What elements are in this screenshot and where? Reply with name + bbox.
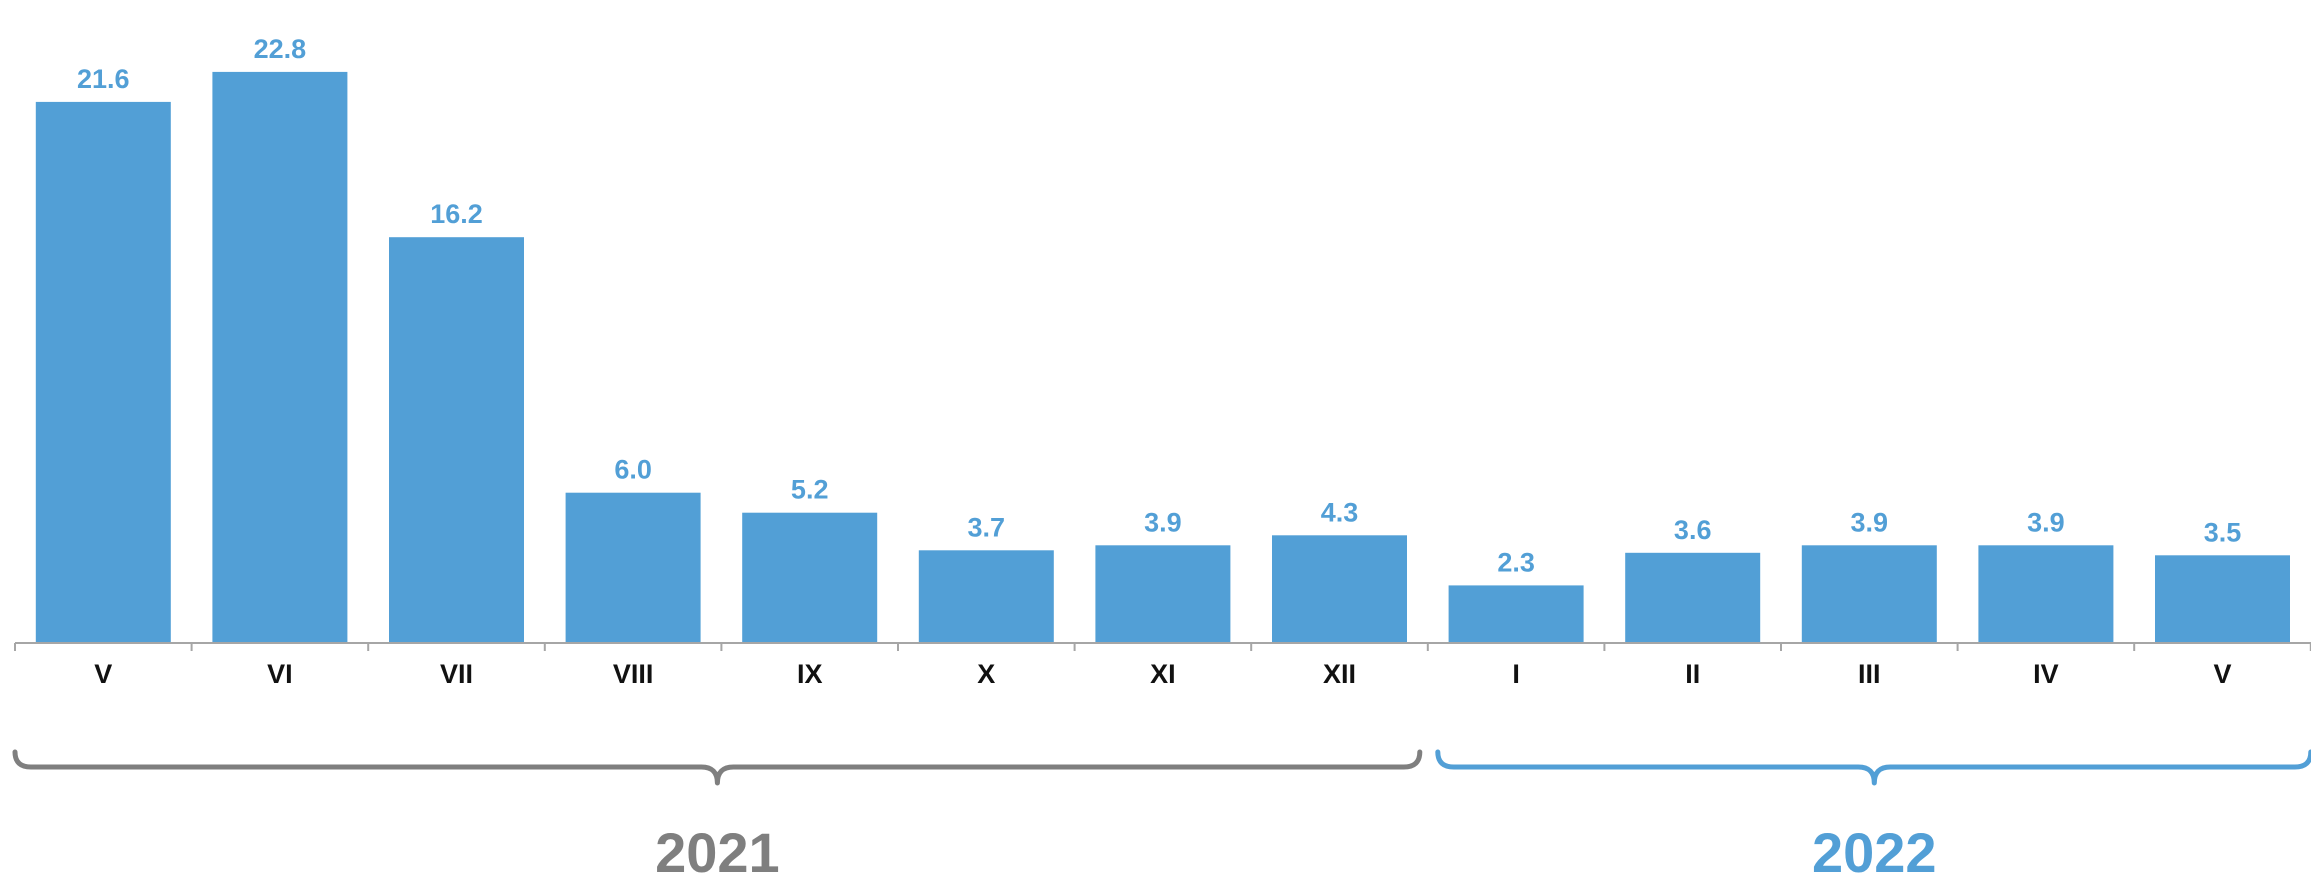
year-brace-2021 [12,749,1423,786]
x-tick-label: V [2213,659,2231,689]
bar-value-label: 5.2 [791,475,829,505]
x-axis-tick-labels: V VI VII VIII IX X XI XII I II III IV V [94,659,2231,689]
bar-2 [389,237,524,643]
bar-value-label: 16.2 [430,199,483,229]
bar-value-label: 3.7 [968,512,1006,542]
bar-value-label: 2.3 [1497,547,1535,577]
bar-1 [212,71,348,643]
x-tick-label: IV [2033,659,2059,689]
value-labels: 21.6 22.8 16.2 6.0 5.2 3.7 3.9 4.3 2.3 3.6 3.9 3.9 3… [77,34,2241,578]
bar-0 [35,101,171,643]
bar-value-label: 3.5 [2204,517,2242,547]
x-tick-label: V [94,659,112,689]
x-tick-label: VIII [613,659,654,689]
bar-value-label: 3.9 [2027,507,2065,537]
x-tick-label: XII [1323,659,1356,689]
bar-7 [1272,535,1407,643]
bar-4 [742,512,878,643]
x-tick-label: X [977,659,995,689]
bar-value-label: 6.0 [614,455,652,485]
bar-12 [2155,555,2290,643]
x-tick-label: III [1858,659,1881,689]
bar-value-label: 22.8 [254,34,307,64]
bar-value-label: 3.6 [1674,515,1712,545]
bar-11 [1978,545,2114,643]
x-tick-label: II [1685,659,1700,689]
year-label-2021: 2021 [655,821,780,876]
bars [35,71,2290,643]
year-brace-2022 [1435,749,2311,786]
year-label-2022: 2022 [1812,821,1937,876]
bar-9 [1625,552,1761,643]
bar-5 [918,550,1054,643]
bar-value-label: 3.9 [1144,507,1182,537]
bar-value-label: 4.3 [1321,497,1359,527]
bar-10 [1801,545,1937,643]
x-tick-label: I [1512,659,1520,689]
bar-value-label: 3.9 [1851,507,1889,537]
x-tick-label: VI [267,659,293,689]
x-tick-label: XI [1150,659,1176,689]
bar-8 [1448,585,1584,643]
bar-3 [565,492,701,643]
x-axis-ticks [14,643,2311,651]
bar-6 [1095,545,1231,643]
x-tick-label: IX [797,659,823,689]
bar-value-label: 21.6 [77,64,130,94]
x-tick-label: VII [440,659,473,689]
year-groups: 2021 2022 [12,749,2311,876]
